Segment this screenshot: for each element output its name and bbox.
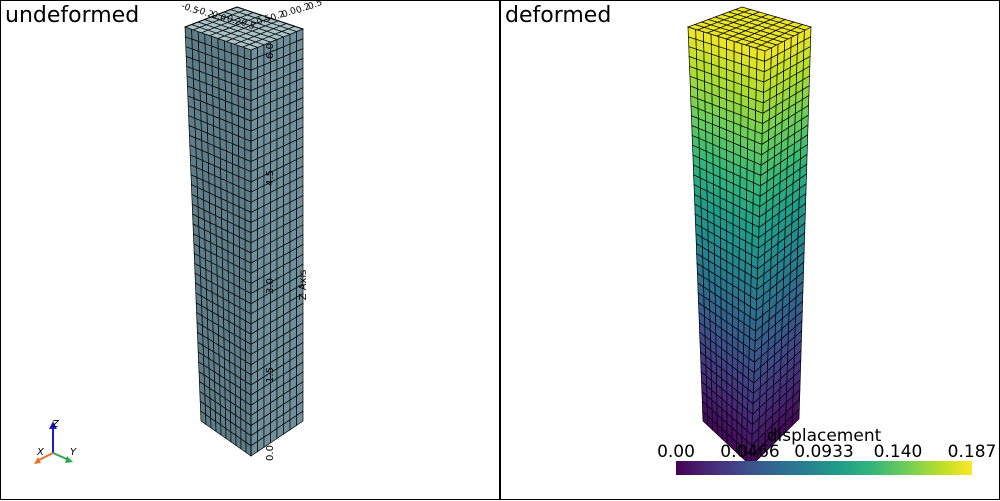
top-tick-label: 0.5 bbox=[307, 1, 324, 12]
undeformed-render[interactable]: 0.01.53.04.56.0Z Axis-0.5-0.20.00.20.5-0… bbox=[1, 1, 501, 501]
mesh-cell bbox=[791, 408, 800, 427]
x-arrow-icon bbox=[36, 452, 54, 462]
top-tick-label: 0.0 bbox=[281, 6, 298, 20]
z-arrowhead-icon bbox=[49, 421, 57, 429]
scalar-bar-tick-label: 0.00 bbox=[657, 442, 695, 462]
undeformed-viewport[interactable]: 0.0 1.5 3.0 4.5 6.0 Z Axis -0.5 -0.2 0.0 0.2 0.5 -0… bbox=[0, 0, 500, 500]
x-axis-line bbox=[184, 6, 238, 28]
deformed-front-left-face bbox=[687, 26, 766, 467]
orientation-y-label: Y bbox=[70, 447, 77, 458]
scalar-bar: displacement 0.00 0.0466 0.0933 0.140 0.187 bbox=[657, 426, 996, 475]
orientation-z-label: Z bbox=[51, 419, 60, 430]
deformed-front-right-face bbox=[750, 26, 812, 467]
z-axis-title: Z Axis bbox=[298, 270, 309, 301]
scalar-bar-title: displacement bbox=[767, 426, 882, 446]
orientation-widget: Z Y X bbox=[34, 419, 77, 464]
deformed-top-face bbox=[686, 6, 812, 52]
z-tick-label: 3.0 bbox=[265, 278, 276, 294]
top-tick-label: 0.5 bbox=[239, 18, 256, 32]
z-tick-label: 6.0 bbox=[265, 43, 276, 59]
x-arrowhead-icon bbox=[34, 457, 41, 464]
scalar-bar-ramp bbox=[676, 461, 972, 475]
deformed-render[interactable]: displacement 0.00 0.0466 0.0933 0.140 0.187 bbox=[501, 1, 1000, 501]
y-arrowhead-icon bbox=[65, 456, 73, 463]
z-tick-label: 4.5 bbox=[265, 170, 276, 186]
deformed-viewport[interactable]: displacement 0.00 0.0466 0.0933 0.140 0.187 d… bbox=[500, 0, 1000, 500]
front-left-face bbox=[184, 26, 252, 457]
z-tick-label: 1.5 bbox=[265, 367, 276, 383]
mesh-cell bbox=[754, 44, 772, 52]
top-face bbox=[183, 6, 305, 51]
deformed-title: deformed bbox=[505, 3, 612, 28]
top-tick-label: 0.0 bbox=[210, 10, 227, 24]
scalar-bar-tick-label: 0.0933 bbox=[794, 442, 853, 462]
scalar-bar-tick-label: 0.187 bbox=[948, 442, 997, 462]
scalar-bar-tick-label: 0.140 bbox=[874, 442, 923, 462]
z-tick-label: 0.0 bbox=[265, 445, 276, 461]
orientation-x-label: X bbox=[36, 447, 45, 458]
undeformed-title: undeformed bbox=[5, 3, 140, 28]
top-tick-label: 0.2 bbox=[225, 14, 242, 28]
scalar-bar-tick-label: 0.0466 bbox=[720, 442, 779, 462]
top-tick-label: 0.2 bbox=[295, 2, 312, 16]
mesh-cell bbox=[296, 410, 304, 427]
y-axis-line bbox=[236, 6, 304, 30]
front-right-face bbox=[250, 28, 304, 457]
